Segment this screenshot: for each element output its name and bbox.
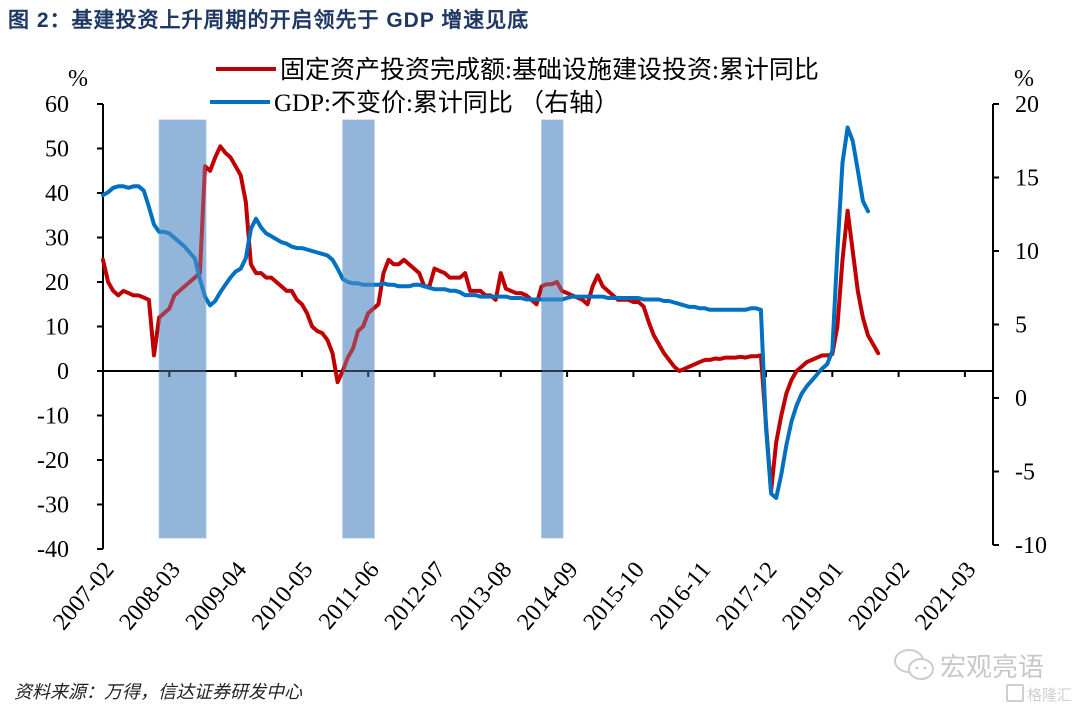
x-axis-tick-label: 2007-02 [48, 557, 119, 635]
source-note: 资料来源：万得，信达证券研发中心 [14, 682, 302, 702]
left-axis-tick-label: 0 [57, 359, 69, 385]
x-axis-tick-label: 2014-09 [512, 557, 583, 635]
right-axis-unit: % [1014, 66, 1034, 92]
x-axis-tick-label: 2020-02 [844, 557, 915, 635]
shaded-period-2 [541, 119, 564, 539]
chart-title: 图 2：基建投资上升周期的开启领先于 GDP 增速见底 [8, 9, 530, 32]
right-axis-tick-label: -10 [1015, 533, 1047, 559]
shaded-period-0 [158, 119, 207, 539]
legend: 固定资产投资完成额:基础设施建设投资:累计同比 GDP:不变价:累计同比 （右轴… [210, 56, 819, 117]
legend-label-gdp: GDP:不变价:累计同比 （右轴） [274, 89, 619, 117]
x-axis-tick-label: 2012-07 [380, 557, 451, 635]
shaded-periods [158, 119, 564, 539]
wechat-icon [894, 649, 934, 680]
left-axis-tick-label: -10 [37, 404, 69, 430]
series-lines [101, 120, 881, 538]
shaded-period-overlay-1 [342, 120, 375, 538]
left-axis-tick-label: -40 [37, 537, 69, 563]
x-axis-tick-label: 2015-10 [579, 557, 650, 635]
left-axis-tick-label: 60 [45, 92, 69, 118]
left-axis-tick-label: -30 [37, 493, 69, 519]
shaded-period-overlay-0 [159, 120, 206, 538]
shaded-period-1 [342, 119, 375, 539]
x-axis-tick-label: 2019-01 [778, 557, 849, 635]
series-line-gdp [101, 125, 870, 500]
left-axis-unit: % [68, 66, 88, 92]
x-axis-tick-label: 2013-08 [446, 557, 517, 635]
right-axis-tick-label: -5 [1015, 460, 1035, 486]
right-axis-tick-label: 0 [1015, 386, 1027, 412]
x-axis-tick-label: 2009-04 [181, 557, 252, 635]
right-axis-tick-label: 20 [1015, 92, 1039, 118]
left-axis-tick-label: 20 [45, 270, 69, 296]
shaded-period-overlay-2 [541, 120, 563, 538]
x-axis-tick-label: 2010-05 [247, 557, 318, 635]
watermark-sub-text: 格隆汇 [1027, 686, 1073, 704]
left-axis-tick-label: 30 [45, 226, 69, 252]
watermark-text: 宏观亮语 [940, 653, 1045, 683]
legend-label-infra: 固定资产投资完成额:基础设施建设投资:累计同比 [280, 56, 819, 84]
left-axis-tick-label: 10 [45, 315, 69, 341]
x-axis-tick-label: 2011-06 [314, 557, 385, 634]
right-axis-tick-label: 5 [1015, 313, 1027, 339]
x-axis-tick-label: 2021-03 [910, 557, 981, 635]
left-axis-tick-label: 40 [45, 181, 69, 207]
x-axis-tick-label: 2017-12 [711, 557, 782, 635]
gelonghui-logo-icon [1006, 684, 1024, 702]
right-axis-tick-label: 15 [1015, 166, 1039, 192]
right-axis-tick-label: 10 [1015, 239, 1039, 265]
x-axis-tick-label: 2008-03 [115, 557, 186, 635]
x-axis-tick-label: 2016-11 [646, 557, 717, 634]
watermark-sub: 格隆汇 [1006, 684, 1072, 705]
left-axis-tick-label: -20 [37, 448, 69, 474]
left-axis-tick-label: 50 [45, 137, 69, 163]
